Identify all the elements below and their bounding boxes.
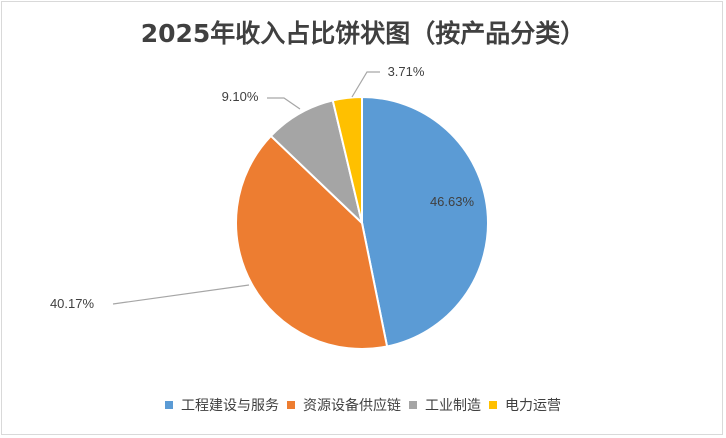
pie-slice-1 [361, 95, 489, 348]
legend-item-4: 电力运营 [489, 395, 561, 415]
pie-slice-4 [331, 95, 363, 224]
leader-line-4 [351, 71, 380, 98]
data-label-2: 40.17% [50, 296, 95, 311]
chart-legend: 工程建设与服务 资源设备供应链 工业制造 电力运营 [0, 395, 726, 415]
legend-item-1: 工程建设与服务 [165, 395, 279, 415]
legend-swatch-2 [287, 401, 295, 409]
pie-slice-2 [235, 134, 389, 350]
legend-label-1: 工程建设与服务 [181, 398, 279, 414]
legend-label-4: 电力运营 [505, 398, 561, 414]
data-label-4: 3.71% [388, 64, 425, 79]
legend-swatch-3 [409, 401, 417, 409]
legend-swatch-4 [489, 401, 497, 409]
legend-item-2: 资源设备供应链 [287, 395, 401, 415]
data-label-1: 46.63% [430, 194, 475, 209]
legend-label-3: 工业制造 [425, 398, 481, 414]
chart-title: 2025年收入占比饼状图（按产品分类） [140, 19, 586, 48]
legend-label-2: 资源设备供应链 [303, 398, 401, 414]
leader-line-3 [267, 97, 301, 110]
leader-line-2 [112, 284, 250, 305]
legend-item-3: 工业制造 [409, 395, 481, 415]
legend-swatch-1 [165, 401, 173, 409]
data-label-3: 9.10% [222, 89, 259, 104]
